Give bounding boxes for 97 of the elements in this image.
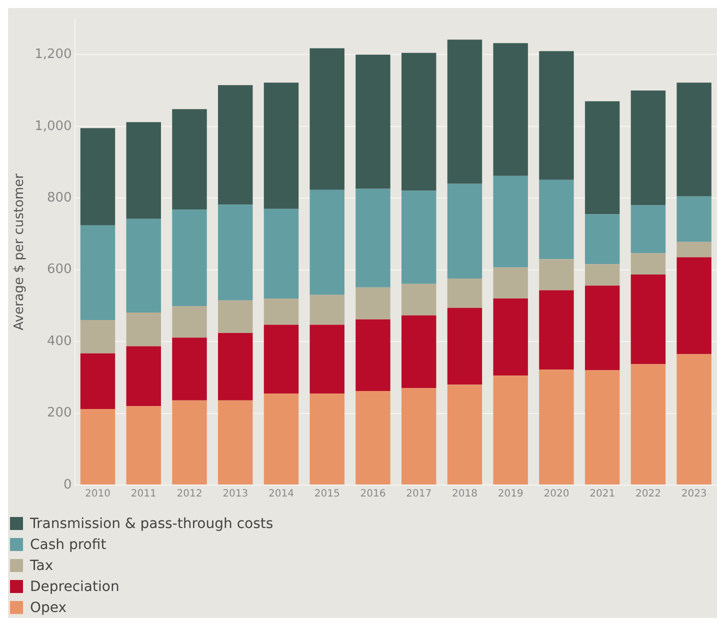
bar <box>310 324 344 394</box>
bar <box>264 208 299 299</box>
bar <box>126 218 161 313</box>
bar <box>493 298 528 376</box>
bar <box>584 264 620 286</box>
x-tick-label: 2020 <box>544 488 570 500</box>
legend-label: Depreciation <box>30 578 120 594</box>
bar <box>630 274 666 364</box>
x-tick-label: 2016 <box>360 488 386 500</box>
x-tick-label: 2019 <box>498 488 524 500</box>
bar <box>676 257 712 354</box>
bar <box>401 315 436 388</box>
bar <box>447 40 482 184</box>
bar <box>539 51 574 180</box>
bar <box>172 400 207 484</box>
bar <box>264 394 299 484</box>
bar <box>126 312 161 346</box>
bar <box>539 180 574 260</box>
bar <box>493 43 528 176</box>
y-axis-title: Average $ per customer <box>12 172 28 330</box>
bar <box>493 267 528 299</box>
bar <box>584 101 620 214</box>
bar <box>264 298 299 325</box>
legend-label: Transmission & pass-through costs <box>30 516 274 532</box>
bar <box>310 48 344 190</box>
bar <box>630 252 666 274</box>
bar <box>401 190 436 284</box>
bar <box>310 294 344 325</box>
bar <box>584 286 620 370</box>
bar <box>126 406 161 484</box>
bar <box>630 364 666 484</box>
bar <box>401 284 436 316</box>
bar <box>172 109 207 210</box>
x-tick-label: 2021 <box>590 488 616 500</box>
x-tick-label: 2023 <box>681 488 707 500</box>
bar <box>630 205 666 253</box>
legend-label: Tax <box>30 558 54 574</box>
bar <box>126 346 161 406</box>
y-tick-label: 400 <box>46 334 72 349</box>
bar <box>539 290 574 370</box>
bar <box>493 176 528 268</box>
bar <box>80 408 116 484</box>
bar <box>676 242 712 258</box>
bar <box>80 225 116 320</box>
x-tick-label: 2022 <box>635 488 661 500</box>
bar <box>172 210 207 306</box>
bar <box>356 391 390 484</box>
bar <box>447 384 482 484</box>
y-tick-label: 0 <box>64 477 72 492</box>
bar <box>264 324 299 394</box>
bar <box>401 388 436 484</box>
legend-label: Opex <box>30 600 67 616</box>
bar <box>356 188 390 288</box>
bar <box>80 320 116 354</box>
bar <box>447 184 482 278</box>
bar <box>218 332 253 400</box>
y-tick-label: 800 <box>46 190 72 206</box>
bar <box>310 190 344 295</box>
bar <box>676 196 712 242</box>
x-tick-label: 2014 <box>268 488 294 500</box>
bar <box>80 128 116 226</box>
bar <box>356 287 390 320</box>
bar <box>539 259 574 290</box>
bar <box>447 278 482 308</box>
y-tick-label: 1,200 <box>34 47 72 62</box>
y-tick-label: 600 <box>46 262 72 278</box>
x-tick-label: 2015 <box>314 488 340 500</box>
bar <box>218 300 253 333</box>
bar <box>172 306 207 338</box>
x-tick-label: 2018 <box>452 488 478 500</box>
bar <box>126 122 161 219</box>
x-tick-label: 2017 <box>406 488 432 500</box>
bar <box>447 308 482 385</box>
bar <box>264 82 299 209</box>
bar <box>80 353 116 409</box>
bar <box>218 204 253 300</box>
y-tick-label: 1,000 <box>34 118 72 134</box>
bar <box>584 370 620 484</box>
bar <box>676 354 712 484</box>
bar <box>539 370 574 484</box>
bar <box>401 52 436 191</box>
bar <box>310 394 344 484</box>
bar <box>356 319 390 392</box>
x-tick-label: 2010 <box>85 488 110 500</box>
bar <box>630 90 666 206</box>
x-tick-label: 2011 <box>130 488 156 500</box>
bar <box>584 214 620 264</box>
bar <box>218 85 253 205</box>
bar <box>493 376 528 484</box>
bar <box>218 400 253 484</box>
x-tick-label: 2012 <box>176 488 202 500</box>
bar <box>172 338 207 400</box>
y-tick-label: 200 <box>46 406 72 421</box>
x-tick-label: 2013 <box>222 488 248 500</box>
bar <box>356 54 390 189</box>
bar <box>676 82 712 196</box>
legend-label: Cash profit <box>30 536 106 552</box>
